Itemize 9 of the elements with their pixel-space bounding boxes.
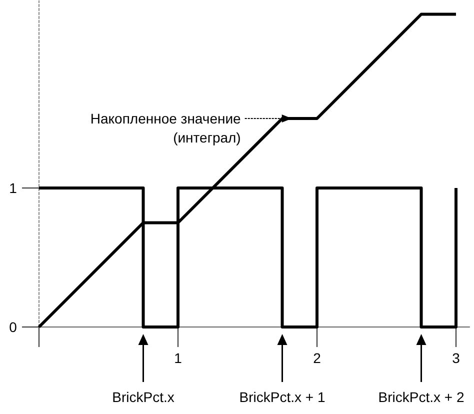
text: BrickPct.x + 2	[378, 389, 464, 405]
y-tick-label: 0	[9, 319, 18, 335]
text: BrickPct.x + 1	[239, 389, 326, 405]
line-series	[38, 12, 458, 328]
x-tick-label: 2	[313, 350, 322, 366]
x-tick-label: 3	[452, 350, 460, 366]
text: BrickPct.x	[112, 389, 174, 405]
x-tick-label: 1	[174, 350, 182, 366]
annotation: Накопленное значение (интеграл)	[90, 110, 242, 146]
